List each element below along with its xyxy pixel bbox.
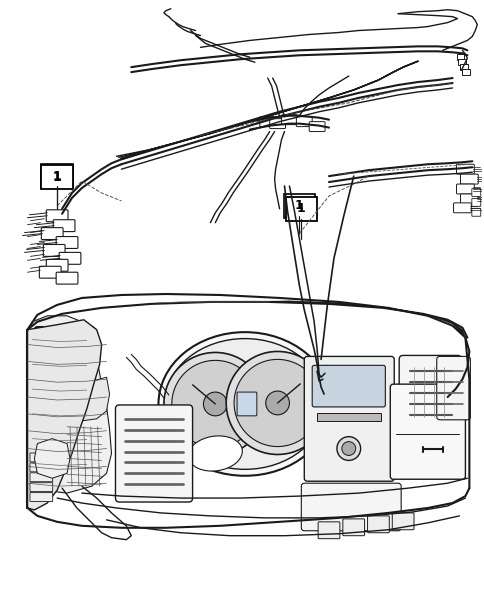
FancyBboxPatch shape [30,483,53,492]
FancyBboxPatch shape [34,327,94,377]
Circle shape [234,359,320,446]
FancyBboxPatch shape [259,117,275,127]
Polygon shape [28,316,111,493]
FancyBboxPatch shape [318,522,339,539]
FancyBboxPatch shape [471,209,480,216]
Circle shape [226,352,328,455]
Bar [462,69,469,75]
Circle shape [164,352,266,455]
FancyBboxPatch shape [46,210,68,221]
FancyBboxPatch shape [41,164,73,188]
FancyBboxPatch shape [281,115,297,125]
FancyBboxPatch shape [301,483,400,531]
FancyBboxPatch shape [471,198,480,206]
Polygon shape [240,301,465,337]
FancyBboxPatch shape [41,227,63,240]
FancyBboxPatch shape [30,453,53,462]
Polygon shape [28,320,102,510]
Polygon shape [34,439,70,478]
Ellipse shape [165,339,324,469]
FancyBboxPatch shape [392,513,413,530]
Text: 1: 1 [296,202,305,216]
FancyBboxPatch shape [30,492,53,501]
Ellipse shape [158,332,331,476]
FancyBboxPatch shape [455,184,473,194]
Polygon shape [64,377,109,421]
FancyBboxPatch shape [455,164,473,174]
FancyBboxPatch shape [46,259,68,271]
FancyBboxPatch shape [43,244,65,256]
FancyBboxPatch shape [309,122,324,131]
FancyBboxPatch shape [459,194,477,204]
Circle shape [341,442,355,455]
Circle shape [203,392,227,416]
FancyBboxPatch shape [59,253,81,264]
Circle shape [171,360,258,448]
FancyBboxPatch shape [471,188,480,197]
FancyBboxPatch shape [342,519,364,536]
FancyBboxPatch shape [30,463,53,472]
Bar [455,54,464,60]
Bar [317,413,380,421]
FancyBboxPatch shape [296,117,312,127]
FancyBboxPatch shape [41,166,73,189]
FancyBboxPatch shape [303,356,393,481]
Circle shape [265,391,289,415]
FancyBboxPatch shape [453,203,470,213]
FancyBboxPatch shape [390,384,465,479]
FancyBboxPatch shape [115,405,192,502]
Text: 1: 1 [53,170,61,183]
FancyBboxPatch shape [367,516,389,532]
FancyBboxPatch shape [285,197,317,221]
FancyBboxPatch shape [312,365,385,407]
FancyBboxPatch shape [436,356,469,420]
FancyBboxPatch shape [39,266,61,278]
FancyBboxPatch shape [269,118,285,128]
Bar [457,59,466,65]
FancyBboxPatch shape [30,473,53,482]
FancyBboxPatch shape [237,392,257,416]
FancyBboxPatch shape [398,355,460,428]
FancyBboxPatch shape [56,237,78,249]
FancyBboxPatch shape [56,272,78,284]
Text: 1: 1 [53,171,61,184]
Circle shape [336,436,360,461]
FancyBboxPatch shape [459,174,477,184]
Ellipse shape [188,436,242,471]
FancyBboxPatch shape [283,194,315,218]
Bar [459,64,468,70]
Text: 1: 1 [294,199,303,213]
FancyBboxPatch shape [53,220,75,231]
